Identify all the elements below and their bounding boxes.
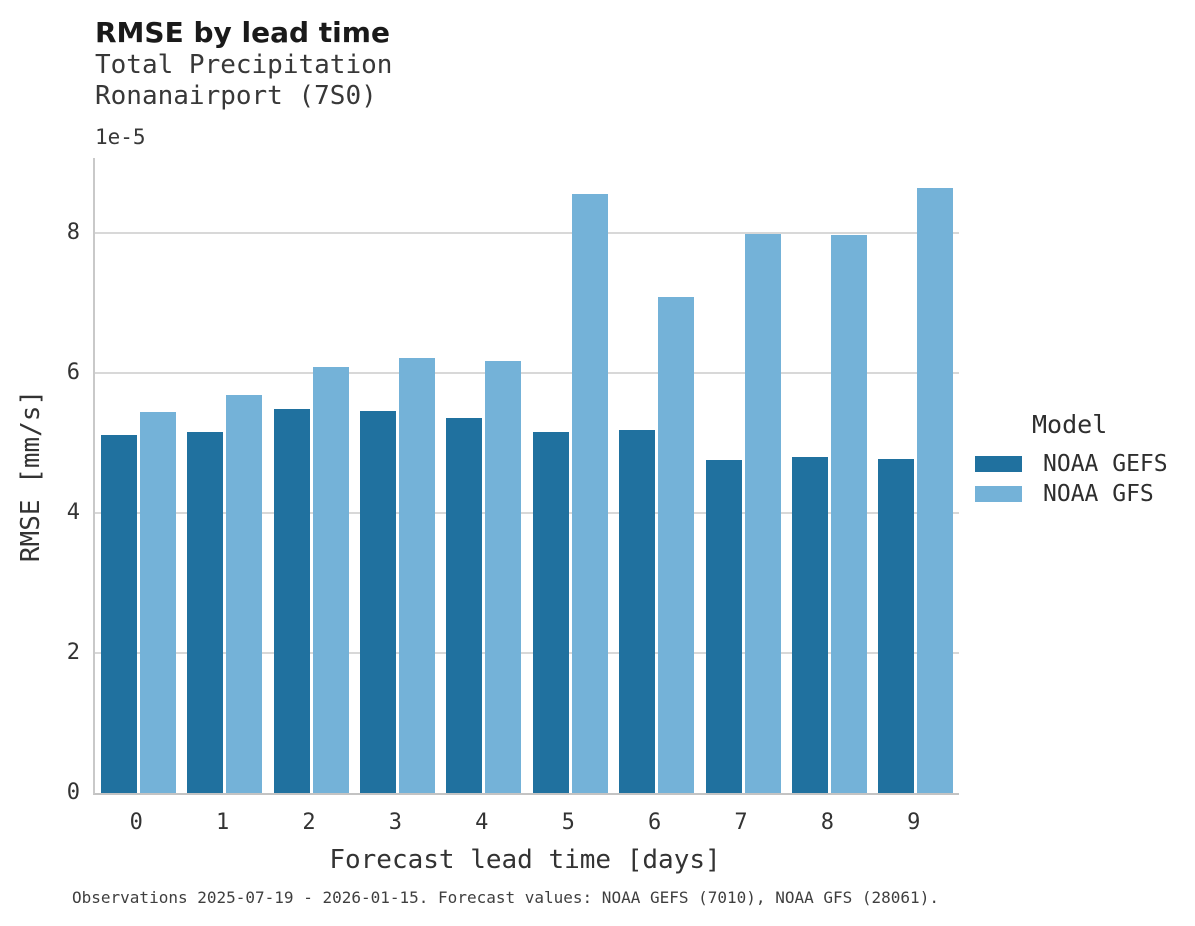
bar-noaa-gfs-day-3 [398, 357, 435, 793]
bar-noaa-gfs-day-5 [571, 193, 608, 793]
bar-noaa-gefs-day-6 [619, 430, 656, 793]
bar-noaa-gefs-day-3 [359, 410, 396, 793]
legend-item-noaa-gfs: NOAA GFS [975, 479, 1195, 509]
chart-title: RMSE by lead time [95, 16, 390, 49]
bar-noaa-gfs-day-2 [312, 367, 349, 793]
x-tick-2: 2 [302, 810, 316, 835]
y-axis-offset-multiplier: 1e-5 [95, 125, 146, 149]
x-tick-7: 7 [734, 810, 748, 835]
bar-noaa-gefs-day-2 [273, 409, 310, 793]
bar-noaa-gfs-day-7 [744, 233, 781, 793]
legend-swatch-gefs [975, 456, 1022, 472]
y-axis-label: RMSE [mm/s] [16, 389, 46, 563]
y-tick-4: 4 [66, 499, 80, 525]
bar-noaa-gefs-day-5 [532, 431, 569, 793]
bar-noaa-gfs-day-9 [917, 188, 954, 793]
bar-noaa-gfs-day-6 [658, 297, 695, 793]
legend-item-noaa-gefs: NOAA GEFS [975, 449, 1195, 479]
legend-swatch-gfs [975, 486, 1022, 502]
x-tick-9: 9 [907, 810, 921, 835]
chart-subtitle-variable: Total Precipitation [95, 50, 393, 80]
y-tick-2: 2 [66, 639, 80, 665]
bar-noaa-gefs-day-4 [446, 418, 483, 793]
bar-noaa-gfs-day-1 [226, 395, 263, 793]
bar-noaa-gefs-day-8 [791, 456, 828, 793]
x-tick-6: 6 [647, 810, 662, 835]
bar-noaa-gefs-day-7 [705, 460, 742, 793]
legend: Model NOAA GEFS NOAA GFS [975, 410, 1195, 509]
y-tick-0: 0 [66, 780, 80, 805]
legend-label: NOAA GFS [1043, 481, 1154, 507]
bar-noaa-gefs-day-9 [878, 459, 915, 793]
x-tick-0: 0 [129, 810, 143, 835]
x-tick-1: 1 [215, 810, 230, 835]
gridline-y-4 [95, 511, 959, 514]
legend-label: NOAA GEFS [1043, 451, 1168, 477]
bar-noaa-gfs-day-0 [139, 412, 176, 793]
x-tick-4: 4 [475, 810, 489, 835]
bar-noaa-gefs-day-0 [100, 435, 137, 793]
legend-rows: NOAA GEFS NOAA GFS [975, 449, 1195, 509]
legend-title: Model [1032, 410, 1108, 439]
x-tick-3: 3 [388, 810, 403, 835]
plot-area [93, 158, 959, 795]
chart-subtitle-station: Ronanairport (7S0) [95, 81, 377, 111]
bar-noaa-gefs-day-1 [187, 431, 224, 793]
gridline-y-2 [95, 651, 959, 654]
x-tick-8: 8 [820, 810, 835, 835]
gridline-y-8 [95, 231, 959, 234]
caption-text: Observations 2025-07-19 - 2026-01-15. Fo… [72, 888, 939, 907]
x-axis-label: Forecast lead time [days] [329, 845, 721, 875]
gridline-y-6 [95, 371, 959, 374]
x-tick-5: 5 [561, 810, 575, 835]
y-tick-8: 8 [66, 219, 80, 245]
bar-noaa-gfs-day-8 [830, 235, 867, 793]
bar-noaa-gfs-day-4 [485, 361, 522, 793]
y-tick-6: 6 [66, 359, 80, 385]
